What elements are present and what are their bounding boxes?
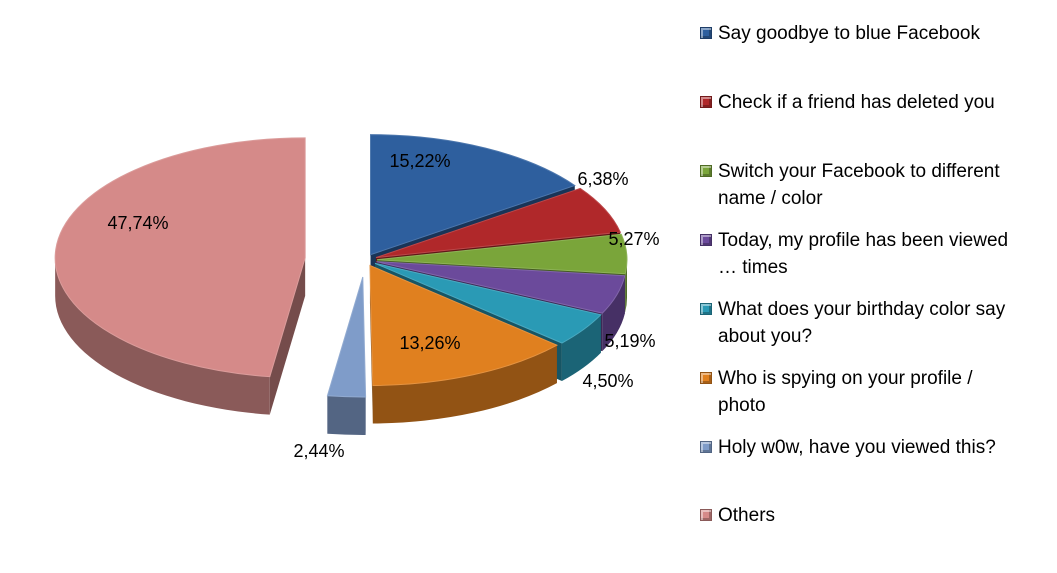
legend-label-line: name / color [718, 188, 823, 209]
legend-item: Say goodbye to blue Facebook [700, 20, 1050, 47]
legend-swatch [700, 441, 712, 453]
pie-slice-wall [269, 257, 306, 415]
pie-data-label: 13,26% [399, 333, 460, 353]
legend-label-line: Say goodbye to blue Facebook [718, 23, 980, 44]
pie-slice-top [369, 264, 559, 386]
legend-label-line: Switch your Facebook to different [718, 161, 1000, 182]
legend-item: Check if a friend has deleted you [700, 89, 1050, 116]
pie-slice [369, 264, 559, 424]
pie-data-labels: 15,22% 6,38% 5,27% 5,19% 4,50% 13,26% 2,44% 47,… [107, 151, 659, 461]
legend-label: Others [718, 502, 775, 529]
legend-label: Holy w0w, have you viewed this? [718, 434, 996, 461]
legend-label-line: about you? [718, 326, 813, 347]
pie-slice-top [54, 137, 306, 378]
legend-label-line: photo [718, 395, 766, 416]
legend-item: What does your birthday color say about y… [700, 296, 1050, 350]
pie-slice-top [375, 187, 622, 259]
legend-swatch [700, 303, 712, 315]
legend-label-line: … times [718, 257, 788, 278]
legend-label: Today, my profile has been viewed … times [718, 227, 1008, 281]
pie-slice-top [370, 134, 576, 256]
pie-data-label: 6,38% [577, 169, 628, 189]
legend-swatch [700, 509, 712, 521]
pie-slice-top [326, 276, 367, 398]
pie-slice-top [374, 262, 602, 344]
pie-data-label: 15,22% [389, 151, 450, 171]
legend-label-line: Others [718, 505, 776, 526]
pie-data-label: 2,44% [293, 441, 344, 461]
legend-label-line: Holy w0w, have you viewed this? [718, 437, 996, 458]
legend-label-line: What does your birthday color say [718, 299, 1006, 320]
legend-label: Who is spying on your profile / photo [718, 365, 973, 419]
pie-data-label: 47,74% [107, 213, 168, 233]
legend-label-line: Check if a friend has deleted you [718, 92, 995, 113]
legend-swatch [700, 27, 712, 39]
legend-label-line: Who is spying on your profile / [718, 368, 973, 389]
legend-label: Check if a friend has deleted you [718, 89, 995, 116]
pie-slice-side [327, 395, 366, 435]
pie-slice-top [376, 233, 628, 275]
legend-label: What does your birthday color say about y… [718, 296, 1005, 350]
legend-swatch [700, 372, 712, 384]
legend-item: Others [700, 502, 1050, 529]
legend-swatch [700, 234, 712, 246]
pie-slice-side [602, 275, 625, 352]
legend-item: Today, my profile has been viewed … times [700, 227, 1050, 281]
legend-label: Say goodbye to blue Facebook [718, 20, 980, 47]
pie-slices [54, 134, 628, 435]
legend-swatch [700, 96, 712, 108]
legend-label: Switch your Facebook to different name / … [718, 158, 1000, 212]
legend-item: Holy w0w, have you viewed this? [700, 434, 1050, 461]
legend-swatch [700, 165, 712, 177]
pie-data-label: 4,50% [582, 371, 633, 391]
pie-slice [326, 276, 367, 435]
legend-label-line: Today, my profile has been viewed [718, 230, 1009, 251]
pie-slice-top [376, 261, 626, 314]
legend-item: Who is spying on your profile / photo [700, 365, 1050, 419]
pie-slice-side [55, 257, 270, 415]
pie-data-label: 5,19% [604, 331, 655, 351]
legend-item: Switch your Facebook to different name / … [700, 158, 1050, 212]
pie-slice [54, 137, 306, 415]
pie-data-label: 5,27% [608, 229, 659, 249]
pie-slice-side [561, 314, 601, 382]
